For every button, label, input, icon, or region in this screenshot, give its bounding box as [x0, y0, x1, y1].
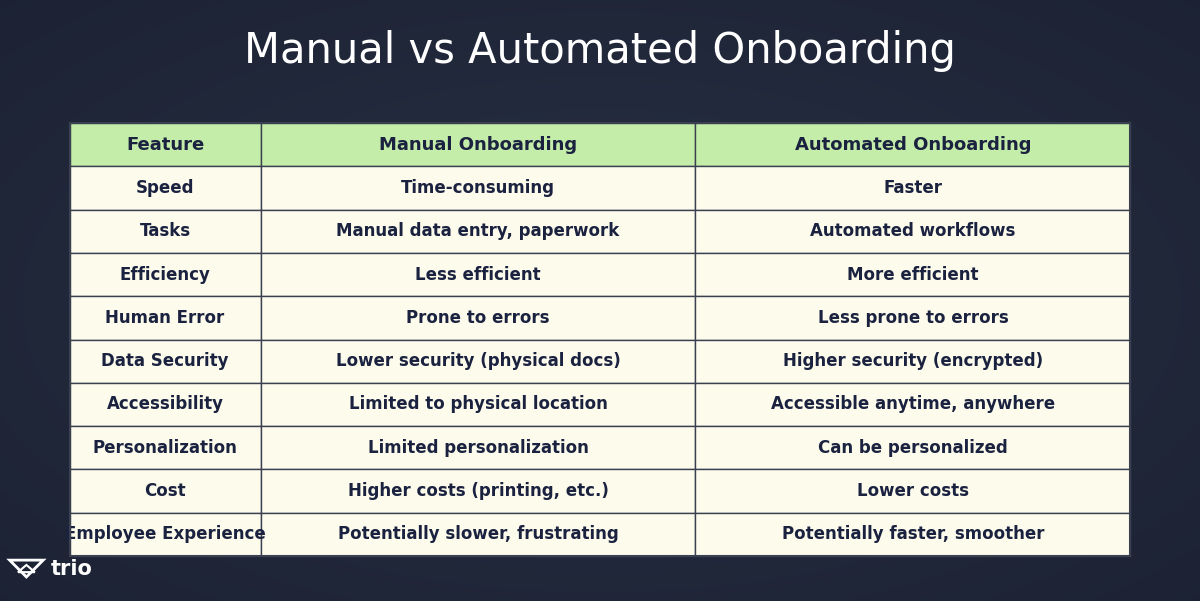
Bar [696, 123, 1130, 166]
Text: Speed: Speed [136, 179, 194, 197]
Text: Lower costs: Lower costs [857, 482, 968, 500]
Text: Manual Onboarding: Manual Onboarding [379, 136, 577, 154]
Bar [70, 166, 260, 210]
Bar [696, 469, 1130, 513]
Bar [696, 296, 1130, 340]
Text: Less efficient: Less efficient [415, 266, 541, 284]
Text: Prone to errors: Prone to errors [407, 309, 550, 327]
Text: Lower security (physical docs): Lower security (physical docs) [336, 352, 620, 370]
Bar [260, 383, 696, 426]
Text: Limited personalization: Limited personalization [367, 439, 588, 457]
Text: Efficiency: Efficiency [120, 266, 210, 284]
Text: Potentially faster, smoother: Potentially faster, smoother [781, 525, 1044, 543]
Bar [70, 469, 260, 513]
Bar [70, 253, 260, 296]
Bar [260, 210, 696, 253]
Bar [70, 383, 260, 426]
Text: Cost: Cost [144, 482, 186, 500]
Bar [696, 210, 1130, 253]
Bar [260, 253, 696, 296]
Bar [70, 296, 260, 340]
Text: Employee Experience: Employee Experience [65, 525, 265, 543]
Text: Tasks: Tasks [139, 222, 191, 240]
Text: Feature: Feature [126, 136, 204, 154]
Bar [260, 166, 696, 210]
Text: Higher security (encrypted): Higher security (encrypted) [782, 352, 1043, 370]
Text: Higher costs (printing, etc.): Higher costs (printing, etc.) [348, 482, 608, 500]
Text: Automated Onboarding: Automated Onboarding [794, 136, 1031, 154]
Bar [696, 253, 1130, 296]
Text: Manual data entry, paperwork: Manual data entry, paperwork [336, 222, 619, 240]
Text: Data Security: Data Security [101, 352, 229, 370]
Text: Less prone to errors: Less prone to errors [817, 309, 1008, 327]
Text: Accessible anytime, anywhere: Accessible anytime, anywhere [770, 395, 1055, 413]
Text: Potentially slower, frustrating: Potentially slower, frustrating [337, 525, 618, 543]
Bar [696, 166, 1130, 210]
Bar [70, 210, 260, 253]
Text: Time-consuming: Time-consuming [401, 179, 556, 197]
Text: trio: trio [50, 558, 92, 579]
Bar [70, 340, 260, 383]
Bar [70, 123, 260, 166]
Bar [696, 383, 1130, 426]
Bar [696, 513, 1130, 556]
Bar [260, 469, 696, 513]
Text: Faster: Faster [883, 179, 942, 197]
Bar [260, 513, 696, 556]
Bar [70, 123, 1130, 556]
Bar [260, 340, 696, 383]
Text: Automated workflows: Automated workflows [810, 222, 1015, 240]
Bar [260, 426, 696, 469]
Text: Can be personalized: Can be personalized [818, 439, 1008, 457]
Text: Accessibility: Accessibility [107, 395, 223, 413]
Bar [260, 296, 696, 340]
Text: Manual vs Automated Onboarding: Manual vs Automated Onboarding [244, 30, 956, 72]
Bar [696, 426, 1130, 469]
Bar [70, 513, 260, 556]
Text: Personalization: Personalization [92, 439, 238, 457]
Bar [70, 426, 260, 469]
Bar [696, 340, 1130, 383]
Text: Human Error: Human Error [106, 309, 224, 327]
Text: Limited to physical location: Limited to physical location [348, 395, 607, 413]
Text: More efficient: More efficient [847, 266, 979, 284]
Bar [260, 123, 696, 166]
